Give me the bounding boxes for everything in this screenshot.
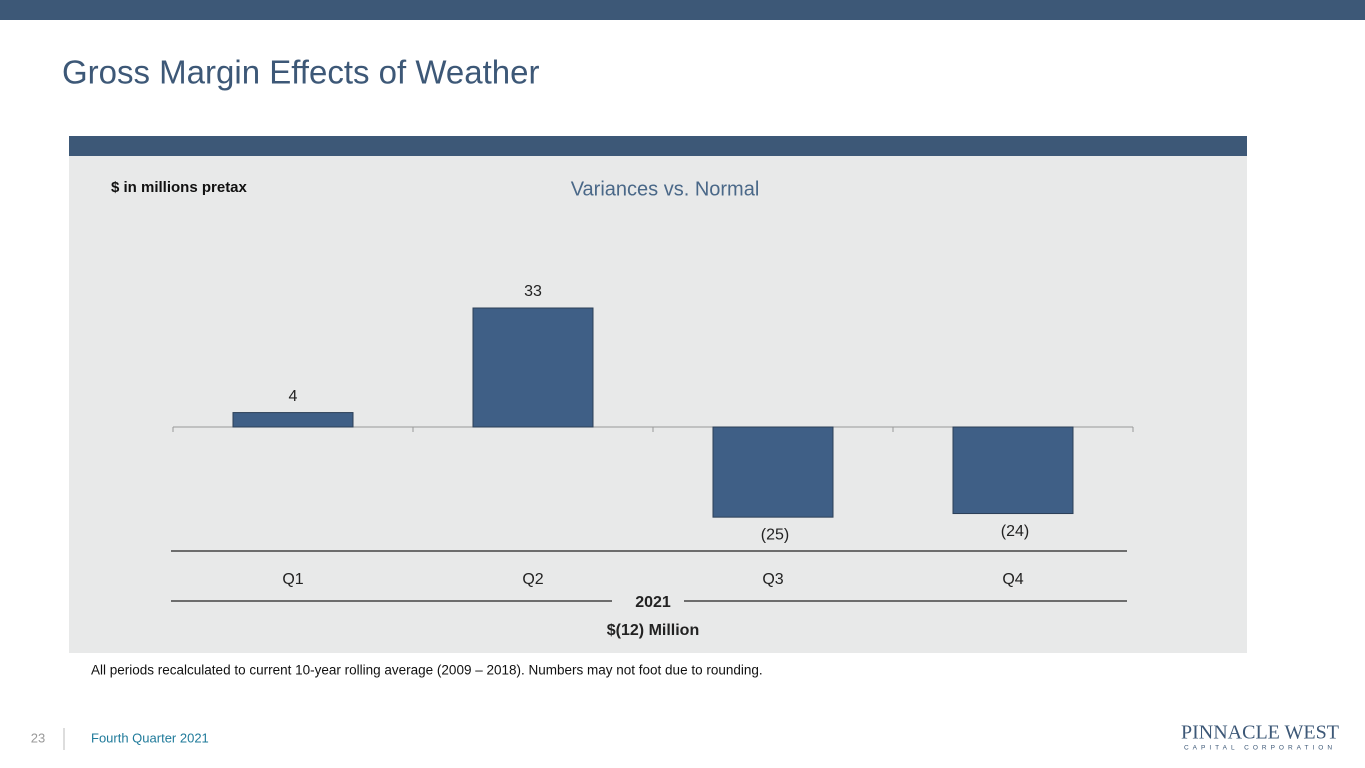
chart-panel: [69, 136, 1247, 653]
bar: [952, 426, 1074, 515]
value-label: 33: [524, 283, 542, 300]
value-label: (25): [761, 526, 789, 543]
value-label: 4: [289, 388, 298, 405]
panel-strip: [69, 136, 1247, 156]
footer-text: Fourth Quarter 2021: [91, 730, 209, 745]
bar: [232, 412, 354, 428]
page-number: 23: [31, 730, 45, 745]
bar: [472, 307, 594, 428]
chart-title: Variances vs. Normal: [571, 178, 760, 200]
x-tick-label: Q3: [762, 571, 783, 588]
x-tick-label: Q4: [1002, 571, 1023, 588]
value-label: (24): [1001, 523, 1029, 540]
top-bar: [0, 0, 1365, 20]
total-label: $(12) Million: [607, 622, 699, 639]
logo: PINNACLE WEST: [1181, 722, 1339, 744]
slide-title: Gross Margin Effects of Weather: [62, 54, 539, 91]
x-tick-label: Q2: [522, 571, 543, 588]
logo-subtitle: CAPITAL CORPORATION: [1184, 745, 1336, 752]
x-tick-label: Q1: [282, 571, 303, 588]
footnote: All periods recalculated to current 10-y…: [91, 663, 763, 678]
chart-subtitle: $ in millions pretax: [111, 179, 248, 196]
bar: [712, 426, 834, 518]
group-label: 2021: [635, 594, 671, 611]
